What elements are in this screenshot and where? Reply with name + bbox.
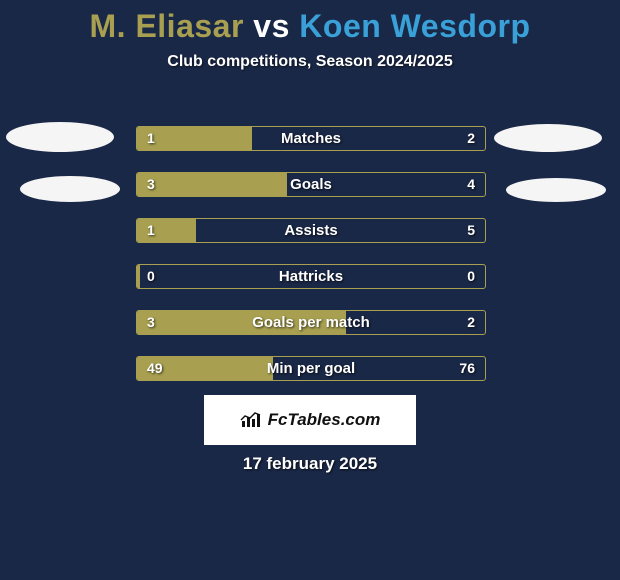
stat-row: 0Hattricks0 [136, 264, 486, 289]
footer-date: 17 february 2025 [0, 454, 620, 474]
stat-bars: 1Matches2 3Goals4 1Assists5 0Hattricks0 3Goa… [136, 126, 486, 402]
subtitle: Club competitions, Season 2024/2025 [0, 53, 620, 71]
stat-right-value: 5 [467, 219, 475, 242]
stat-row: 1Matches2 [136, 126, 486, 151]
source-text: FcTables.com [268, 410, 381, 430]
avatar-ellipse [506, 178, 606, 202]
source-badge: FcTables.com [204, 395, 416, 445]
stat-row: 1Assists5 [136, 218, 486, 243]
stat-row: 49Min per goal76 [136, 356, 486, 381]
stat-label: Goals per match [137, 311, 485, 334]
stat-right-value: 76 [459, 357, 475, 380]
chart-icon [240, 411, 262, 429]
stat-row: 3Goals4 [136, 172, 486, 197]
avatar-ellipse [494, 124, 602, 152]
avatar-ellipse [6, 122, 114, 152]
stat-right-value: 0 [467, 265, 475, 288]
stat-row: 3Goals per match2 [136, 310, 486, 335]
stat-label: Hattricks [137, 265, 485, 288]
avatar-ellipse [20, 176, 120, 202]
stat-right-value: 4 [467, 173, 475, 196]
comparison-title: M. Eliasar vs Koen Wesdorp [0, 0, 620, 45]
stat-label: Min per goal [137, 357, 485, 380]
stat-right-value: 2 [467, 311, 475, 334]
player2-name: Koen Wesdorp [299, 8, 530, 44]
stat-right-value: 2 [467, 127, 475, 150]
stat-label: Assists [137, 219, 485, 242]
stat-label: Goals [137, 173, 485, 196]
stat-label: Matches [137, 127, 485, 150]
vs-text: vs [253, 8, 290, 44]
player1-name: M. Eliasar [90, 8, 244, 44]
